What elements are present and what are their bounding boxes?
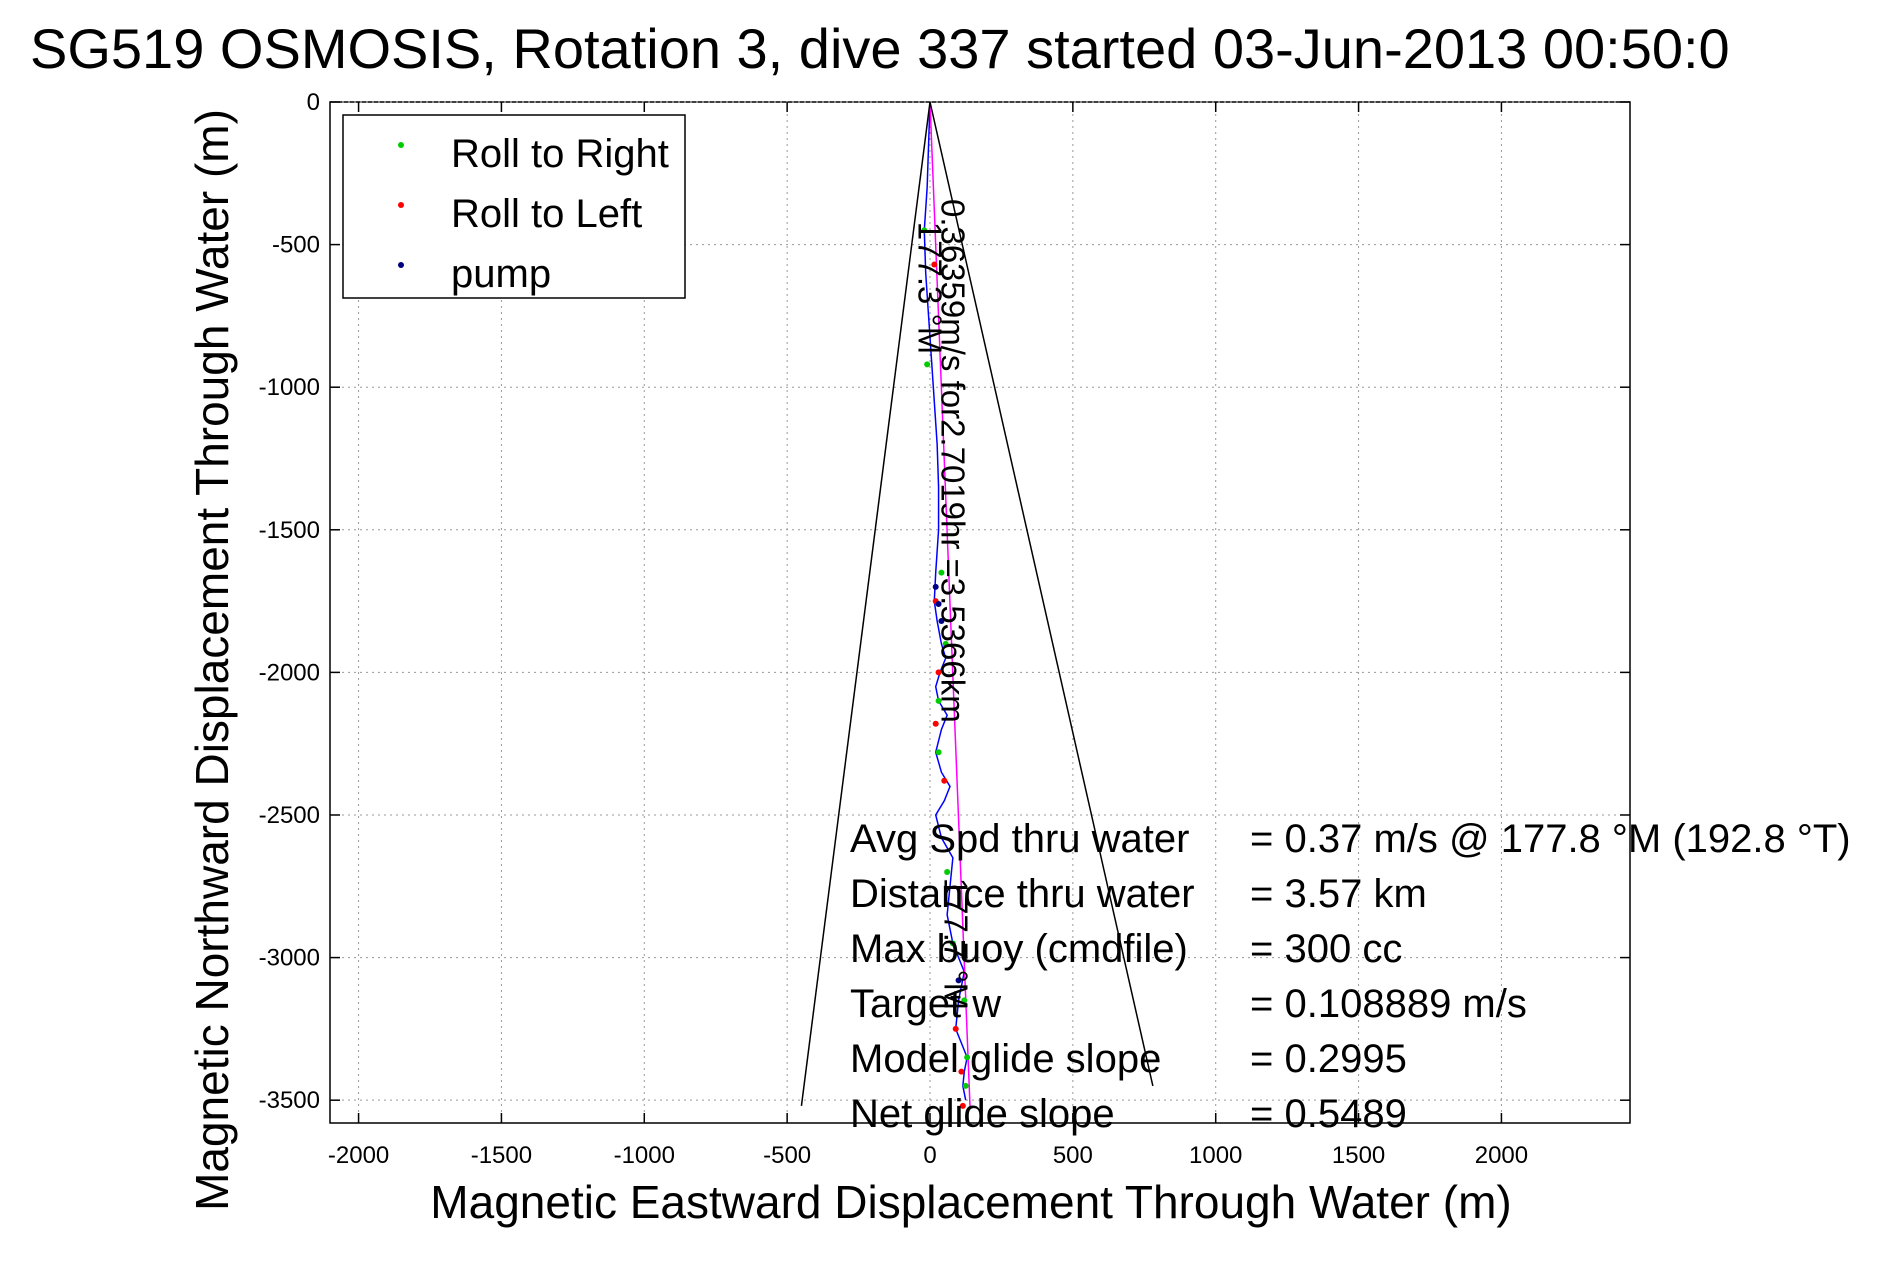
stat-label: Distance thru water	[850, 872, 1195, 916]
x-tick-label: 0	[923, 1142, 936, 1169]
legend-swatch	[398, 262, 404, 268]
roll-right-marker	[961, 997, 968, 1004]
speed-distance-label: 0.36359m/s for2.7019hr =3.5366km	[934, 199, 971, 723]
y-tick-label: -3500	[259, 1087, 320, 1114]
y-tick-label: -500	[272, 232, 320, 259]
x-tick-label: -1500	[471, 1142, 532, 1169]
pump-marker	[932, 583, 939, 590]
stat-value: = 300 cc	[1250, 927, 1402, 971]
stat-value: = 0.2995	[1250, 1037, 1407, 1081]
legend-label: Roll to Right	[451, 132, 669, 176]
stat-label: Model glide slope	[850, 1037, 1161, 1081]
stat-value: = 0.37 m/s @ 177.8 °M (192.8 °T)	[1250, 817, 1851, 861]
roll-right-marker	[921, 227, 928, 234]
chart-title: SG519 OSMOSIS, Rotation 3, dive 337 star…	[30, 17, 1730, 80]
grid-lines	[330, 101, 1630, 1123]
roll-left-marker	[959, 1102, 966, 1109]
stats-panel: Avg Spd thru water = 0.37 m/s @ 177.8 °M …	[850, 817, 1851, 1136]
roll-right-marker	[962, 1082, 969, 1089]
roll-right-marker	[935, 749, 942, 756]
roll-right-marker	[938, 569, 945, 576]
roll-left-marker	[932, 720, 939, 727]
legend: Roll to Right Roll to Left pump	[342, 114, 686, 299]
stat-value: = 3.57 km	[1250, 872, 1427, 916]
annotation-layer: 177.3 °M0.36359m/s for2.7019hr =3.5366km…	[912, 199, 975, 1010]
roll-left-marker	[952, 1025, 959, 1032]
roll-right-marker	[949, 940, 956, 947]
x-tick-label: 500	[1053, 1142, 1093, 1169]
roll-left-marker	[931, 261, 938, 268]
legend-swatch	[398, 142, 404, 148]
roll-left-marker	[958, 1068, 965, 1075]
series-line-3	[929, 101, 1154, 1087]
y-axis-label: Magnetic Northward Displacement Through …	[186, 109, 238, 1211]
y-tick-label: -1500	[259, 517, 320, 544]
series-line-0	[923, 101, 968, 1101]
marker-layer	[921, 227, 971, 1109]
stat-label: Target w	[850, 982, 1001, 1026]
x-axis-label: Magnetic Eastward Displacement Through W…	[430, 1176, 1511, 1228]
pump-marker	[938, 618, 945, 625]
stat-label: Avg Spd thru water	[850, 817, 1189, 861]
roll-right-marker	[942, 640, 949, 647]
pump-marker	[935, 600, 942, 607]
x-tick-label: -1000	[614, 1142, 675, 1169]
stat-value: = 0.5489	[1250, 1092, 1407, 1136]
axis-ticks: -2000 -1500 -1000 -500 0 500 1000 1500 2000 0 -500…	[259, 89, 1630, 1169]
roll-right-marker	[944, 869, 951, 876]
x-tick-label: -2000	[328, 1142, 389, 1169]
roll-left-marker	[935, 669, 942, 676]
left-heading-label: 177.3 °M	[912, 222, 949, 354]
x-tick-label: 2000	[1475, 1142, 1528, 1169]
roll-left-marker	[941, 777, 948, 784]
roll-right-marker	[924, 361, 931, 368]
legend-swatch	[398, 202, 404, 208]
x-tick-label: 1000	[1189, 1142, 1242, 1169]
y-tick-label: -2500	[259, 802, 320, 829]
legend-label: pump	[451, 252, 551, 296]
x-tick-label: 1500	[1332, 1142, 1385, 1169]
pump-marker	[955, 977, 962, 984]
stat-label: Max buoy (cmdfile)	[850, 927, 1188, 971]
right-heading-label: 177.7 °M	[937, 878, 974, 1010]
stat-label: Net glide slope	[850, 1092, 1115, 1136]
x-tick-label: -500	[763, 1142, 811, 1169]
series-line-2	[800, 101, 931, 1106]
y-tick-label: -3000	[259, 945, 320, 972]
y-tick-label: -1000	[259, 374, 320, 401]
y-tick-label: 0	[307, 89, 320, 116]
series-line-1	[929, 101, 971, 1106]
roll-right-marker	[964, 1054, 971, 1061]
legend-label: Roll to Left	[451, 192, 642, 236]
roll-right-marker	[935, 697, 942, 704]
stat-value: = 0.108889 m/s	[1250, 982, 1527, 1026]
series-layer	[800, 101, 1154, 1106]
y-tick-label: -2000	[259, 659, 320, 686]
